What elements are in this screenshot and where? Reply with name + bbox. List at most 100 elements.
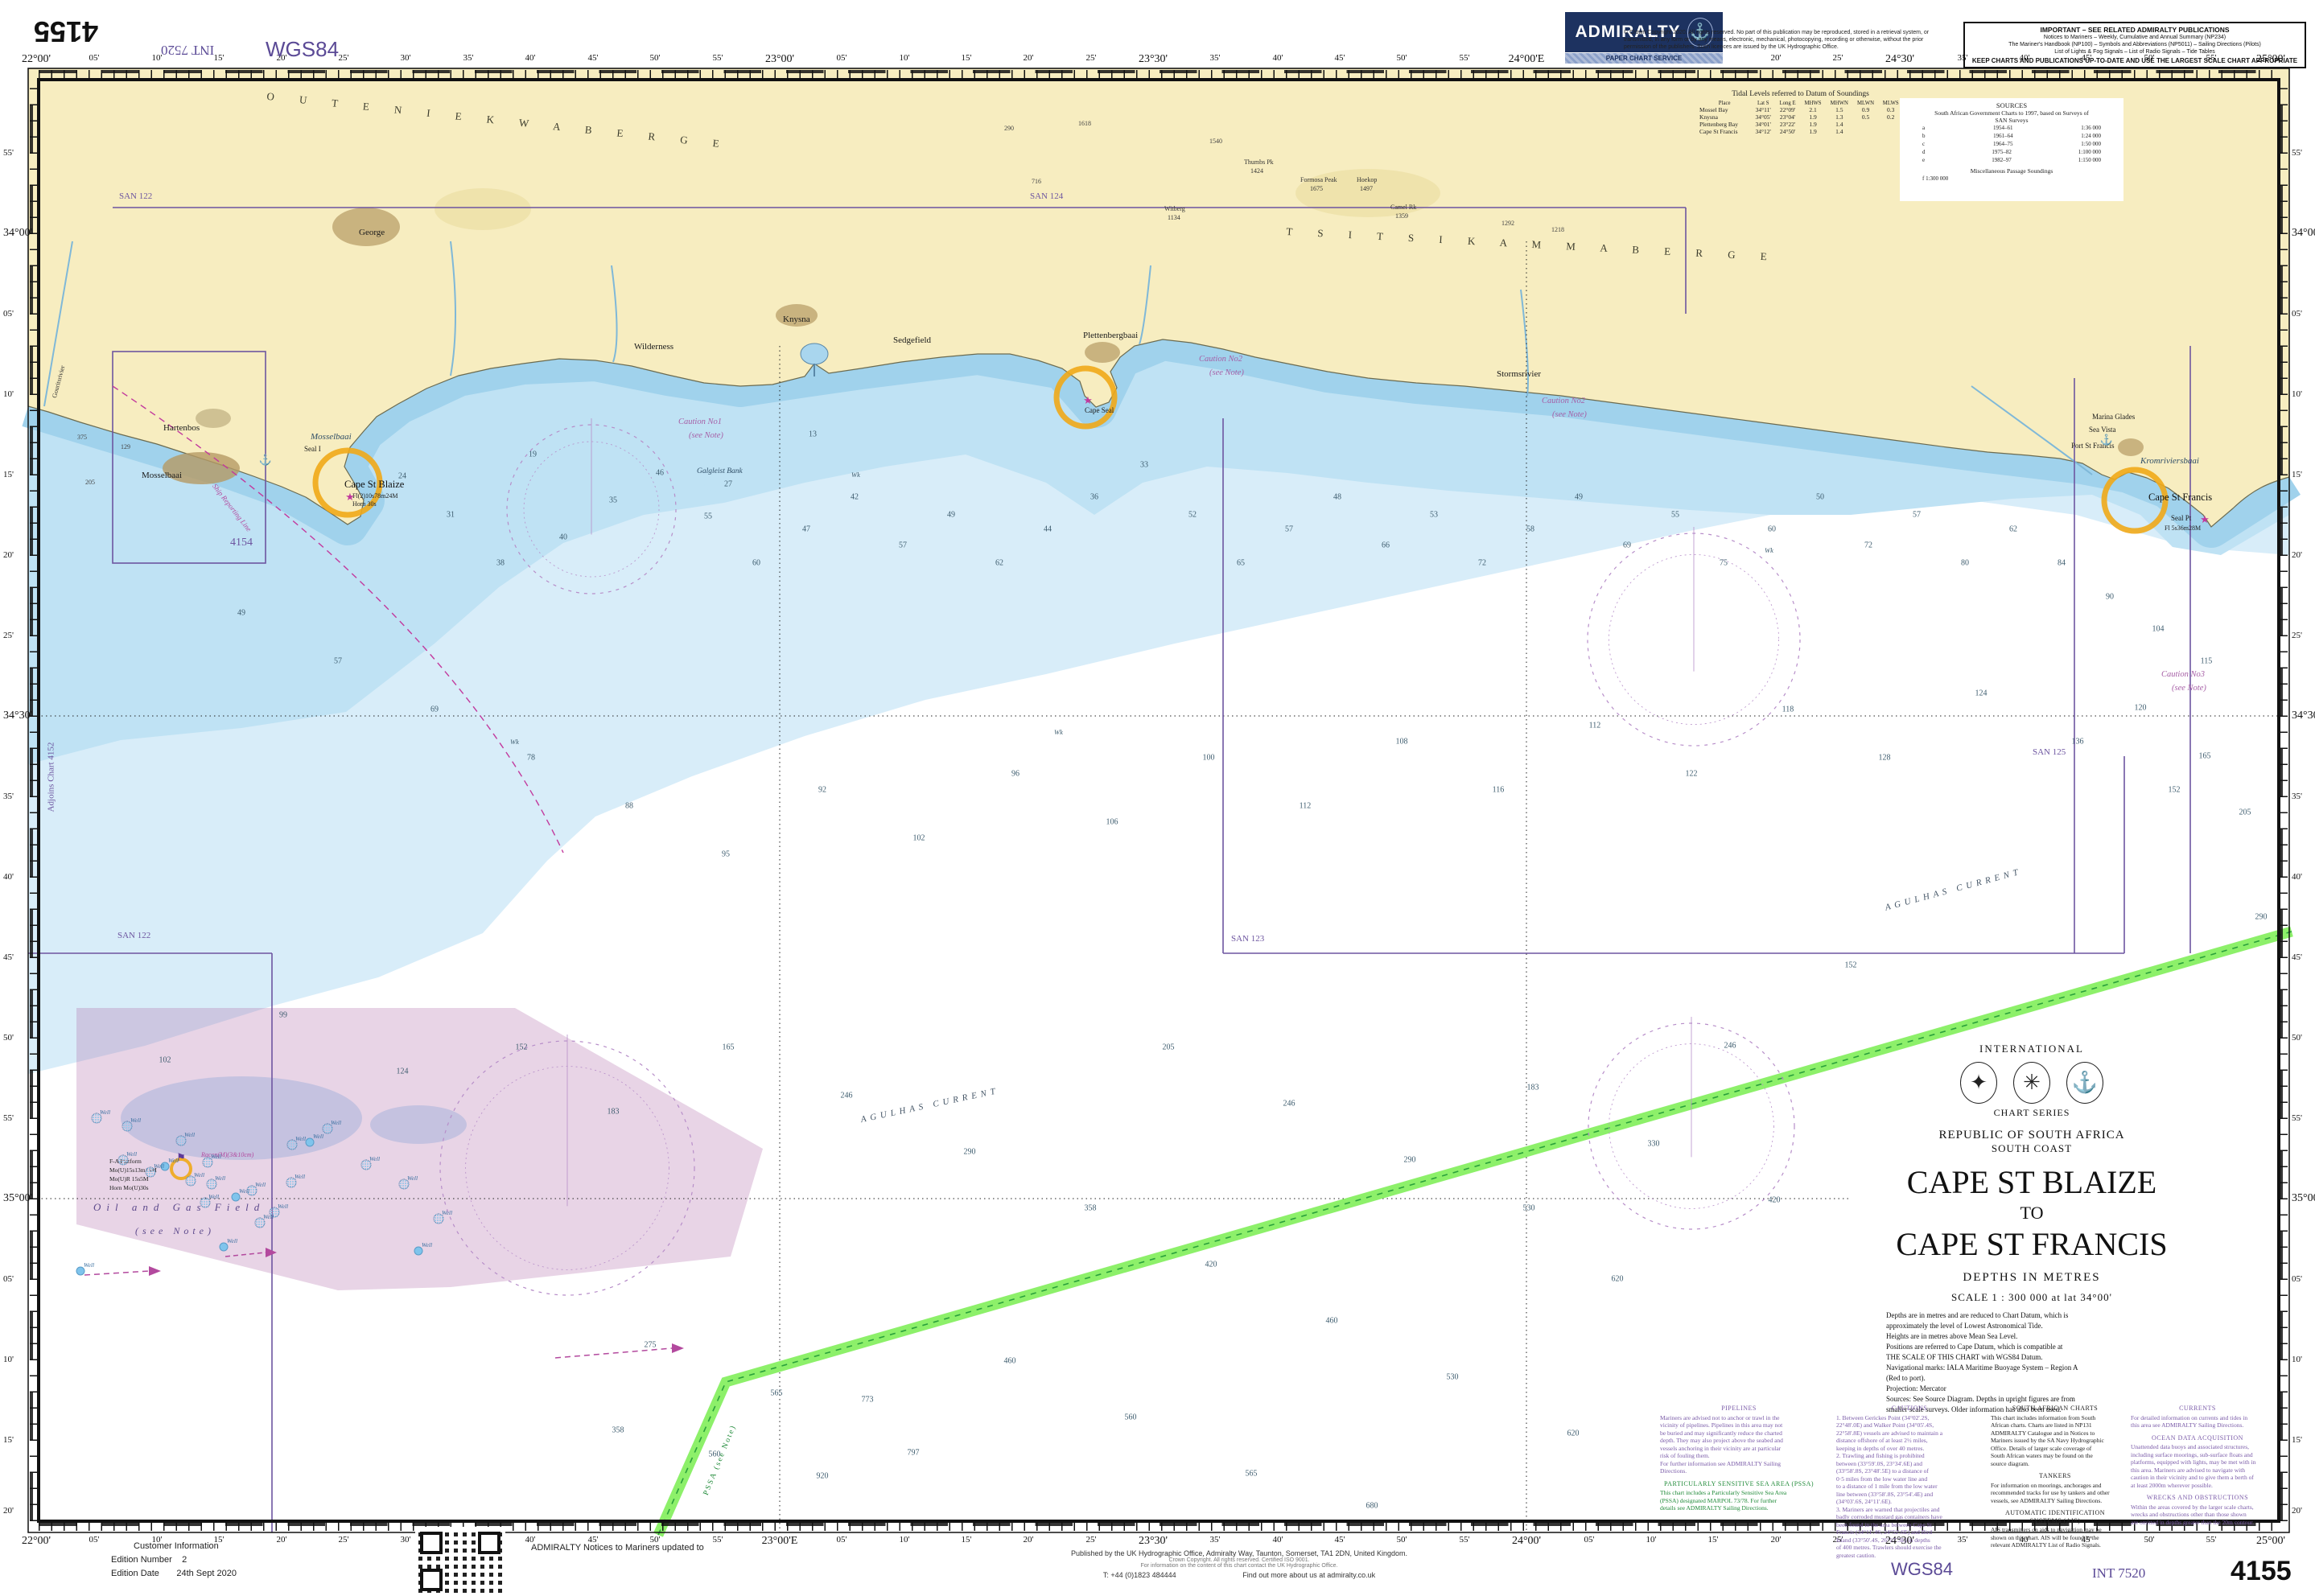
tidal-cell: 34°11'	[1755, 106, 1771, 113]
map-label-wk: Wk	[510, 738, 519, 746]
sounding-label: 124	[396, 1067, 409, 1076]
map-label-oil2: (see Note)	[135, 1225, 215, 1236]
urban-george	[332, 208, 400, 246]
chart-title-line3: CAPE ST FRANCIS	[1896, 1226, 2168, 1262]
well-icon	[254, 1217, 266, 1228]
light-highlight-ring	[2101, 467, 2169, 534]
edition-number-value: 2	[182, 1555, 187, 1565]
note-line: this area. Mariners are advised to navig…	[2131, 1466, 2246, 1474]
qr-code	[415, 1527, 505, 1596]
note-line: recommended tracks for use by tankers an…	[1991, 1489, 2110, 1496]
map-label-place: Plettenbergbaai	[1083, 331, 1139, 340]
well-icon	[231, 1192, 241, 1202]
ruler-label-left: 15'	[3, 470, 14, 479]
map-label-peak: Witberg	[1164, 205, 1185, 212]
map-label-peak: Hoekop	[1357, 176, 1378, 183]
map-label-spot: 1292	[1501, 220, 1514, 227]
ruler-ticks-bottom	[39, 1523, 2279, 1531]
published-by-line: Published by the UK Hydrographic Office,…	[1070, 1549, 1408, 1557]
ruler-label-top: 23°00'	[764, 53, 795, 65]
ruler-label-bottom: 15'	[213, 1535, 224, 1545]
ruler-label-top: 30'	[400, 53, 411, 63]
ruler-label-bottom: 20'	[1023, 1535, 1034, 1545]
sounding-label: 50	[1816, 492, 1824, 502]
sounding-label: 152	[1844, 960, 1857, 970]
map-label-bay: Mosselbaai	[311, 432, 352, 442]
graticule	[28, 241, 2289, 1532]
ruler-label-bottom: 55'	[712, 1535, 723, 1545]
well-icon	[360, 1159, 372, 1170]
oil-gas-field-area	[76, 1008, 763, 1290]
tidal-cell: 23°04'	[1779, 113, 1796, 121]
tidal-cell: 1.5	[1835, 106, 1843, 113]
well-icon	[175, 1135, 187, 1146]
sources-row: e 1982–97 1:150 000	[1922, 157, 2101, 163]
ruler-label-top: 22°00'	[21, 53, 51, 65]
ruler-label-left: 05'	[3, 309, 14, 319]
note-line: Francis (34°11'.4S, 24°52'.6E) and Bird	[1836, 1528, 1933, 1536]
ruler-label-left: 20'	[3, 550, 14, 560]
compass-rose	[439, 1040, 695, 1296]
sounding-label: 58	[1526, 524, 1534, 534]
map-label-place-s: Cape Seal	[1085, 406, 1114, 414]
sounding-label: 290	[2255, 912, 2268, 922]
rivers	[43, 241, 2093, 475]
sounding-label: 620	[1611, 1274, 1624, 1284]
fouled-anchor-icon: ⚓	[2066, 1062, 2103, 1104]
well-label: Well	[295, 1173, 306, 1180]
ruler-label-left: 10'	[3, 389, 14, 399]
title-chart-series: CHART SERIES	[1993, 1107, 2070, 1118]
sounding-label: 80	[1961, 558, 1969, 568]
title-note-line: THE SCALE OF THIS CHART with WGS84 Datum…	[1886, 1353, 2043, 1361]
sources-diagram-box: SOURCES South African Government Charts …	[1900, 98, 2123, 201]
sources-row: d 1975–82 1:100 000	[1922, 149, 2101, 155]
light-highlight-ring	[312, 447, 383, 518]
publisher-phone: T: +44 (0)1823 484444	[1102, 1571, 1176, 1579]
ruler-label-right: 15'	[2292, 470, 2302, 479]
admiralty-logo: ADMIRALTY ⚓	[1565, 12, 1723, 52]
sounding-label: 75	[1720, 558, 1728, 568]
sounding-label: 88	[625, 801, 633, 811]
note-line: line between (33°58'.8S, 23°54'.4E) and	[1836, 1490, 1934, 1498]
sounding-label: 246	[840, 1091, 853, 1100]
map-label-place: George	[359, 228, 385, 237]
map-label-spot: 375	[77, 434, 87, 441]
sounding-label: 102	[912, 833, 925, 843]
map-label-place: Knysna	[783, 315, 810, 324]
light-star-icon: ★	[1083, 394, 1093, 406]
sounding-label: 52	[1188, 510, 1197, 520]
note-line: 22°58'.8E) vessels are advised to mainta…	[1836, 1429, 1943, 1437]
title-note-line: Depths are in metres and are reduced to …	[1886, 1311, 2069, 1319]
sounding-label: 122	[1685, 769, 1698, 779]
map-label-san: SAN 122	[117, 931, 151, 940]
map-label-wk: Wk	[851, 471, 860, 479]
ruler-label-right: 35'	[2292, 792, 2302, 801]
well-icon	[219, 1242, 229, 1252]
sounding-label: 31	[447, 510, 455, 520]
sounding-label: 358	[1084, 1203, 1097, 1213]
sounding-label: 72	[1864, 541, 1872, 550]
sounding-label: 920	[816, 1471, 829, 1481]
sources-misc-row: f 1:300 000	[1922, 175, 1949, 182]
well-label: Well	[227, 1237, 238, 1244]
well-icon	[286, 1177, 297, 1188]
map-label-cape: Cape St Francis	[2148, 492, 2213, 503]
ruler-label-bottom: 10'	[151, 1535, 163, 1545]
well-icon	[202, 1157, 213, 1168]
note-line: wrecks and obstructions other than those…	[2131, 1511, 2247, 1518]
map-label-peak: 1497	[1360, 185, 1373, 192]
sounding-label: 115	[2200, 656, 2213, 666]
hill-patch	[435, 188, 531, 230]
sounding-label: 27	[724, 479, 732, 489]
sounding-label: 460	[1325, 1316, 1338, 1326]
note-line: source diagram.	[1991, 1459, 2029, 1467]
ruler-label-top: 45'	[1334, 53, 1345, 63]
sounding-label: 47	[802, 524, 810, 534]
sounding-label: 620	[1567, 1429, 1580, 1438]
sounding-label: 420	[1768, 1195, 1781, 1205]
sounding-label: 205	[1162, 1043, 1175, 1052]
sources-misc: Miscellaneous Passage Soundings	[1970, 167, 2053, 175]
ruler-label-top: 35'	[463, 53, 474, 63]
note-line: greatest caution.	[1836, 1551, 1876, 1559]
ruler-label-left: 35°00'	[3, 1192, 33, 1204]
